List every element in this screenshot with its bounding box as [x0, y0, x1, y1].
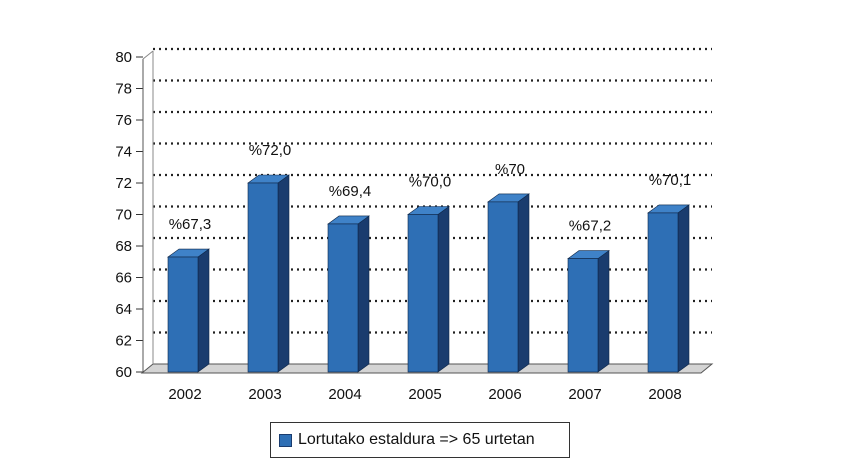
- x-tick-label: 2008: [648, 386, 681, 403]
- data-label: %67,3: [169, 216, 212, 233]
- x-tick-label: 2003: [248, 386, 281, 403]
- y-tick-label: 62: [115, 333, 132, 350]
- data-label: %70: [495, 161, 525, 178]
- y-tick-label: 66: [115, 270, 132, 287]
- bar: [167, 256, 199, 373]
- bar-layer: [167, 174, 690, 373]
- y-tick-label: 80: [115, 49, 132, 66]
- legend-swatch: [279, 433, 292, 447]
- y-axis-top-edge: [142, 50, 154, 60]
- data-label: %72,0: [249, 142, 292, 159]
- y-tick-label: 74: [115, 144, 132, 161]
- bar-side: [357, 215, 370, 373]
- x-tick-label: 2004: [328, 386, 361, 403]
- bar: [407, 214, 439, 373]
- data-label: %67,2: [569, 218, 612, 235]
- bar-side: [277, 174, 290, 373]
- y-tick-label: 64: [115, 301, 132, 318]
- y-tick-label: 72: [115, 175, 132, 192]
- data-label: %70,0: [409, 174, 452, 191]
- bar: [567, 258, 599, 373]
- bar-side: [437, 205, 450, 373]
- y-tick-label: 70: [115, 207, 132, 224]
- data-label: %70,1: [649, 172, 692, 189]
- x-tick-label: 2002: [168, 386, 201, 403]
- bar: [327, 223, 359, 373]
- bar-side: [677, 204, 690, 373]
- y-tick-label: 76: [115, 112, 132, 129]
- legend-label: Lortutako estaldura => 65 urtetan: [298, 431, 535, 448]
- bar-side: [597, 250, 610, 373]
- x-tick-label: 2005: [408, 386, 441, 403]
- data-label: %69,4: [329, 183, 372, 200]
- bar: [647, 212, 679, 373]
- x-tick-label: 2007: [568, 386, 601, 403]
- label-layer: %67,3 2002 %72,0 2003 %69,4 2004 %70,0 2005 %70 2…: [168, 142, 691, 403]
- bar-side: [517, 193, 530, 373]
- y-tick-label: 60: [115, 364, 132, 381]
- x-tick-label: 2006: [488, 386, 521, 403]
- chart-legend: Lortutako estaldura => 65 urtetan: [270, 422, 570, 458]
- bar: [247, 182, 279, 373]
- bar: [487, 201, 519, 373]
- y-tick-label: 78: [115, 81, 132, 98]
- y-tick-label: 68: [115, 238, 132, 255]
- bar-side: [197, 248, 210, 373]
